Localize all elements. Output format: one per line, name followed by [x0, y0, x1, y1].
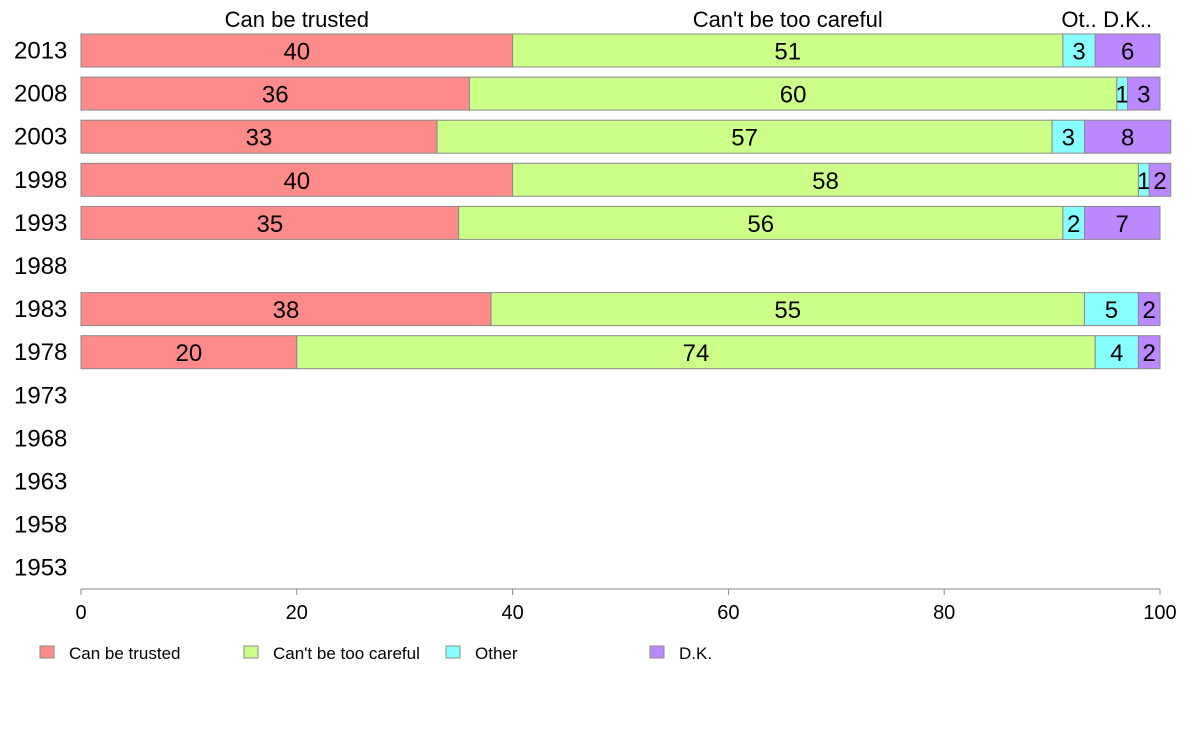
column-header: Ot.. — [1061, 7, 1096, 32]
bar-segment — [1127, 76, 1161, 111]
bar-segment — [1137, 292, 1161, 327]
data-label: 6 — [1121, 39, 1134, 66]
bar-segment — [80, 162, 514, 197]
legend-label: Can't be too careful — [273, 644, 420, 663]
year-label: 1958 — [14, 512, 67, 539]
x-tick-label: 40 — [501, 602, 523, 624]
x-tick-label: 0 — [75, 602, 86, 624]
data-label: 2 — [1143, 340, 1156, 367]
year-label: 1993 — [14, 210, 67, 237]
data-label: 35 — [256, 211, 283, 238]
bar-segment — [458, 205, 1064, 240]
data-label: 51 — [774, 39, 801, 66]
data-label: 3 — [1062, 125, 1075, 152]
data-label: 60 — [780, 82, 807, 109]
data-label: 40 — [283, 39, 310, 66]
data-label: 40 — [283, 168, 310, 195]
x-tick-label: 60 — [717, 602, 739, 624]
bar-segment — [512, 162, 1139, 197]
legend-swatch — [445, 645, 461, 659]
x-tick-label: 20 — [286, 602, 308, 624]
bars: 40 51 3 636 60 1 333 57 3 840 58 1 235 56 2 738 55 5 220 74… — [80, 33, 1172, 370]
legend: Can be trusted Can't be too careful Other D… — [39, 644, 712, 663]
data-label: 57 — [731, 125, 758, 152]
data-label: 36 — [262, 82, 289, 109]
year-label: 2003 — [14, 124, 67, 151]
data-label: 5 — [1105, 297, 1118, 324]
legend-label: Other — [475, 644, 518, 663]
year-label: 1973 — [14, 382, 67, 409]
data-label: 4 — [1110, 340, 1123, 367]
year-label: 1983 — [14, 296, 67, 323]
data-label: 7 — [1116, 211, 1129, 238]
year-label: 1963 — [14, 469, 67, 496]
data-label: 2 — [1153, 168, 1166, 195]
data-label: 20 — [176, 340, 203, 367]
bar-segment — [1051, 119, 1085, 154]
bar-segment — [80, 205, 460, 240]
legend-swatch — [649, 645, 665, 659]
bar-segment — [1083, 205, 1161, 240]
legend-label: Can be trusted — [69, 644, 181, 663]
legend-label: D.K. — [679, 644, 712, 663]
bar-segment — [490, 292, 1085, 327]
bar-segment — [1083, 292, 1139, 327]
bar-segment — [1094, 33, 1161, 68]
year-label: 1998 — [14, 167, 67, 194]
year-label: 1978 — [14, 339, 67, 366]
year-label: 2013 — [14, 38, 67, 65]
legend-swatch — [39, 645, 55, 659]
bar-segment — [1137, 335, 1161, 370]
bar-segment — [80, 292, 492, 327]
data-label: 3 — [1072, 39, 1085, 66]
data-label: 3 — [1137, 82, 1150, 109]
x-tick-label: 100 — [1143, 602, 1176, 624]
bar-segment — [436, 119, 1053, 154]
year-label: 1988 — [14, 253, 67, 280]
data-label: 33 — [246, 125, 273, 152]
bar-segment — [512, 33, 1064, 68]
bar-segment — [80, 76, 470, 111]
data-label: 2 — [1143, 297, 1156, 324]
data-label: 58 — [812, 168, 839, 195]
bar-segment — [1083, 119, 1172, 154]
data-label: 8 — [1121, 125, 1134, 152]
bar-segment — [468, 76, 1118, 111]
column-header: D.K.. — [1103, 7, 1152, 32]
data-label: 1 — [1137, 168, 1150, 195]
data-label: 38 — [273, 297, 300, 324]
x-axis: 0 20 40 60 80 100 — [75, 588, 1177, 624]
bar-segment — [1148, 162, 1172, 197]
data-label: 1 — [1116, 82, 1129, 109]
top-labels: Can be trusted Can't be too careful Ot.. D.… — [225, 7, 1152, 32]
legend-swatch — [243, 645, 259, 659]
bar-segment — [1062, 33, 1096, 68]
bar-segment — [296, 335, 1096, 370]
x-tick-label: 80 — [933, 602, 955, 624]
data-label: 55 — [774, 297, 801, 324]
data-label: 2 — [1067, 211, 1080, 238]
year-labels: 2013 2008 2003 1998 1993 1988 1983 1978 1973 1968… — [14, 38, 67, 582]
bar-segment — [80, 119, 438, 154]
column-header: Can be trusted — [225, 7, 369, 32]
data-label: 74 — [683, 340, 710, 367]
year-label: 2008 — [14, 81, 67, 108]
bar-segment — [1094, 335, 1139, 370]
bar-segment — [80, 33, 514, 68]
column-header: Can't be too careful — [693, 7, 883, 32]
year-label: 1953 — [14, 555, 67, 582]
year-label: 1968 — [14, 425, 67, 452]
data-label: 56 — [747, 211, 774, 238]
